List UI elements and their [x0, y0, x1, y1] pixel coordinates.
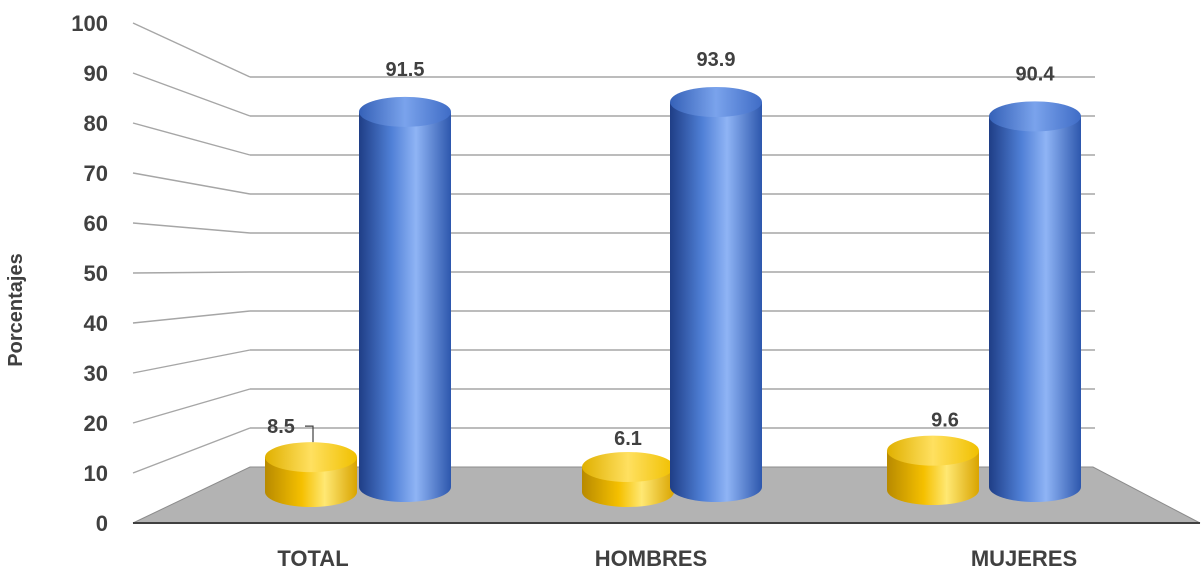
gridline-diagonal [132, 271, 251, 274]
category-label: MUJERES [971, 546, 1077, 571]
y-tick-label: 20 [84, 411, 108, 436]
bar-total-blue [359, 96, 451, 502]
gridline-diagonal [132, 72, 251, 117]
bar-hombres-blue [670, 87, 762, 502]
y-tick-labels: 0 10 20 30 40 50 60 70 80 90 100 [71, 11, 108, 536]
y-tick-label: 50 [84, 261, 108, 286]
data-label: 8.5 [267, 416, 295, 438]
gridline-diagonal [132, 427, 251, 474]
y-tick-label: 100 [71, 11, 108, 36]
data-label: 6.1 [614, 428, 642, 450]
y-tick-label: 70 [84, 161, 108, 186]
bar-top [359, 96, 451, 127]
bars [265, 87, 1081, 507]
bar-hombres-yellow [582, 451, 674, 507]
y-tick-label: 60 [84, 211, 108, 236]
data-label-leader [305, 425, 314, 443]
bar-top [670, 87, 762, 118]
bar-body [989, 116, 1081, 503]
bar-mujeres-blue [989, 101, 1081, 503]
category-labels: TOTAL HOMBRES MUJERES [277, 546, 1077, 571]
data-label: 90.4 [1016, 63, 1056, 85]
gridline-diagonal [132, 310, 251, 324]
gridline-diagonal [132, 349, 251, 374]
y-tick-label: 10 [84, 461, 108, 486]
gridline-diagonal [132, 388, 251, 424]
bar-body [359, 111, 451, 502]
bar-total-yellow [265, 442, 357, 507]
y-tick-label: 0 [96, 511, 108, 536]
y-tick-label: 40 [84, 311, 108, 336]
data-labels: 8.5 6.1 9.6 91.5 93.9 90.4 [267, 49, 1055, 450]
y-tick-label: 90 [84, 61, 108, 86]
bar-body [670, 102, 762, 502]
bar-top [989, 101, 1081, 132]
gridline-diagonal [132, 222, 251, 234]
bar-top [887, 435, 979, 466]
bar-body [887, 450, 979, 505]
gridlines [132, 22, 1095, 474]
gridline-diagonal [132, 172, 251, 195]
bar-mujeres-yellow [887, 435, 979, 505]
y-tick-label: 30 [84, 361, 108, 386]
y-axis-label: Porcentajes [5, 253, 27, 366]
y-tick-label: 80 [84, 111, 108, 136]
data-label: 9.6 [931, 410, 959, 432]
data-label: 93.9 [697, 49, 736, 71]
bar-top [582, 451, 674, 482]
category-label: HOMBRES [595, 546, 707, 571]
gridline-diagonal [132, 22, 251, 78]
gridline-diagonal [132, 122, 251, 156]
data-label: 91.5 [386, 59, 425, 81]
category-label: TOTAL [277, 546, 348, 571]
bar-top [265, 442, 357, 473]
